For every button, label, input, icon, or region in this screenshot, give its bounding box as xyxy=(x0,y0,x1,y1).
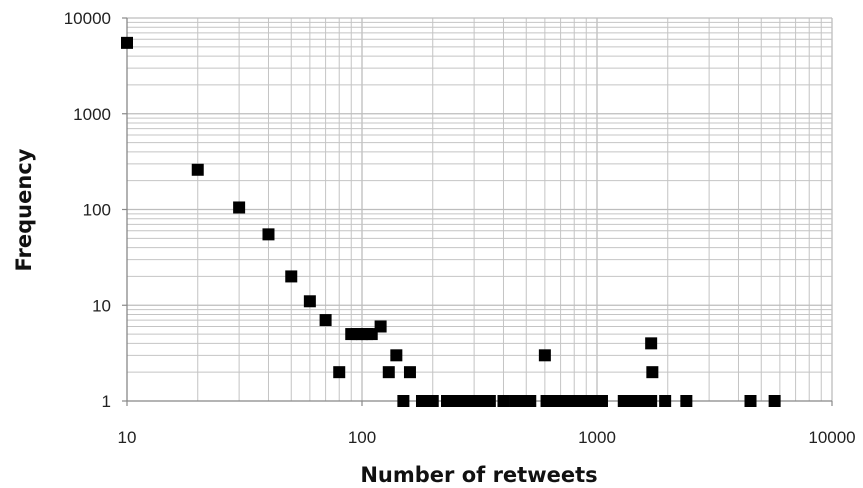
data-point xyxy=(397,395,410,407)
grid-lines xyxy=(127,17,833,401)
data-point xyxy=(538,349,551,362)
data-point xyxy=(483,395,496,407)
data-point xyxy=(233,201,246,214)
data-point xyxy=(680,395,693,407)
data-point xyxy=(645,337,658,350)
y-tick-label: 10000 xyxy=(64,9,111,28)
data-point xyxy=(645,395,658,407)
data-point xyxy=(303,295,316,308)
x-tick-label: 1000 xyxy=(578,428,616,447)
y-tick-label: 1000 xyxy=(73,105,111,124)
data-point xyxy=(744,395,757,407)
x-tick-label: 100 xyxy=(348,428,376,447)
y-axis-title: Frequency xyxy=(12,148,36,271)
data-point xyxy=(390,349,403,362)
data-point xyxy=(524,395,537,407)
data-point xyxy=(285,270,298,283)
data-point xyxy=(121,36,133,49)
y-tick-label: 10 xyxy=(92,296,111,315)
data-point xyxy=(426,395,439,407)
x-tick-label: 10000 xyxy=(808,428,855,447)
data-point xyxy=(595,395,608,407)
y-tick-label: 1 xyxy=(102,392,111,411)
data-point xyxy=(768,395,781,407)
data-point xyxy=(382,366,395,379)
data-point xyxy=(497,395,510,407)
data-point xyxy=(262,228,275,241)
data-point xyxy=(374,320,387,333)
x-tick-label: 10 xyxy=(118,428,137,447)
data-point xyxy=(646,366,659,379)
y-tick-label: 100 xyxy=(83,201,111,220)
data-point xyxy=(319,314,332,327)
data-point xyxy=(551,395,564,407)
x-axis-title: Number of retweets xyxy=(360,463,597,487)
data-points xyxy=(121,36,781,407)
x-tick-labels: 10 100 1000 10000 xyxy=(118,401,856,447)
data-point xyxy=(403,366,416,379)
data-point xyxy=(333,366,346,379)
y-tick-labels: 1 10 100 1000 10000 xyxy=(64,9,127,411)
data-point xyxy=(191,163,204,176)
data-point xyxy=(659,395,672,407)
